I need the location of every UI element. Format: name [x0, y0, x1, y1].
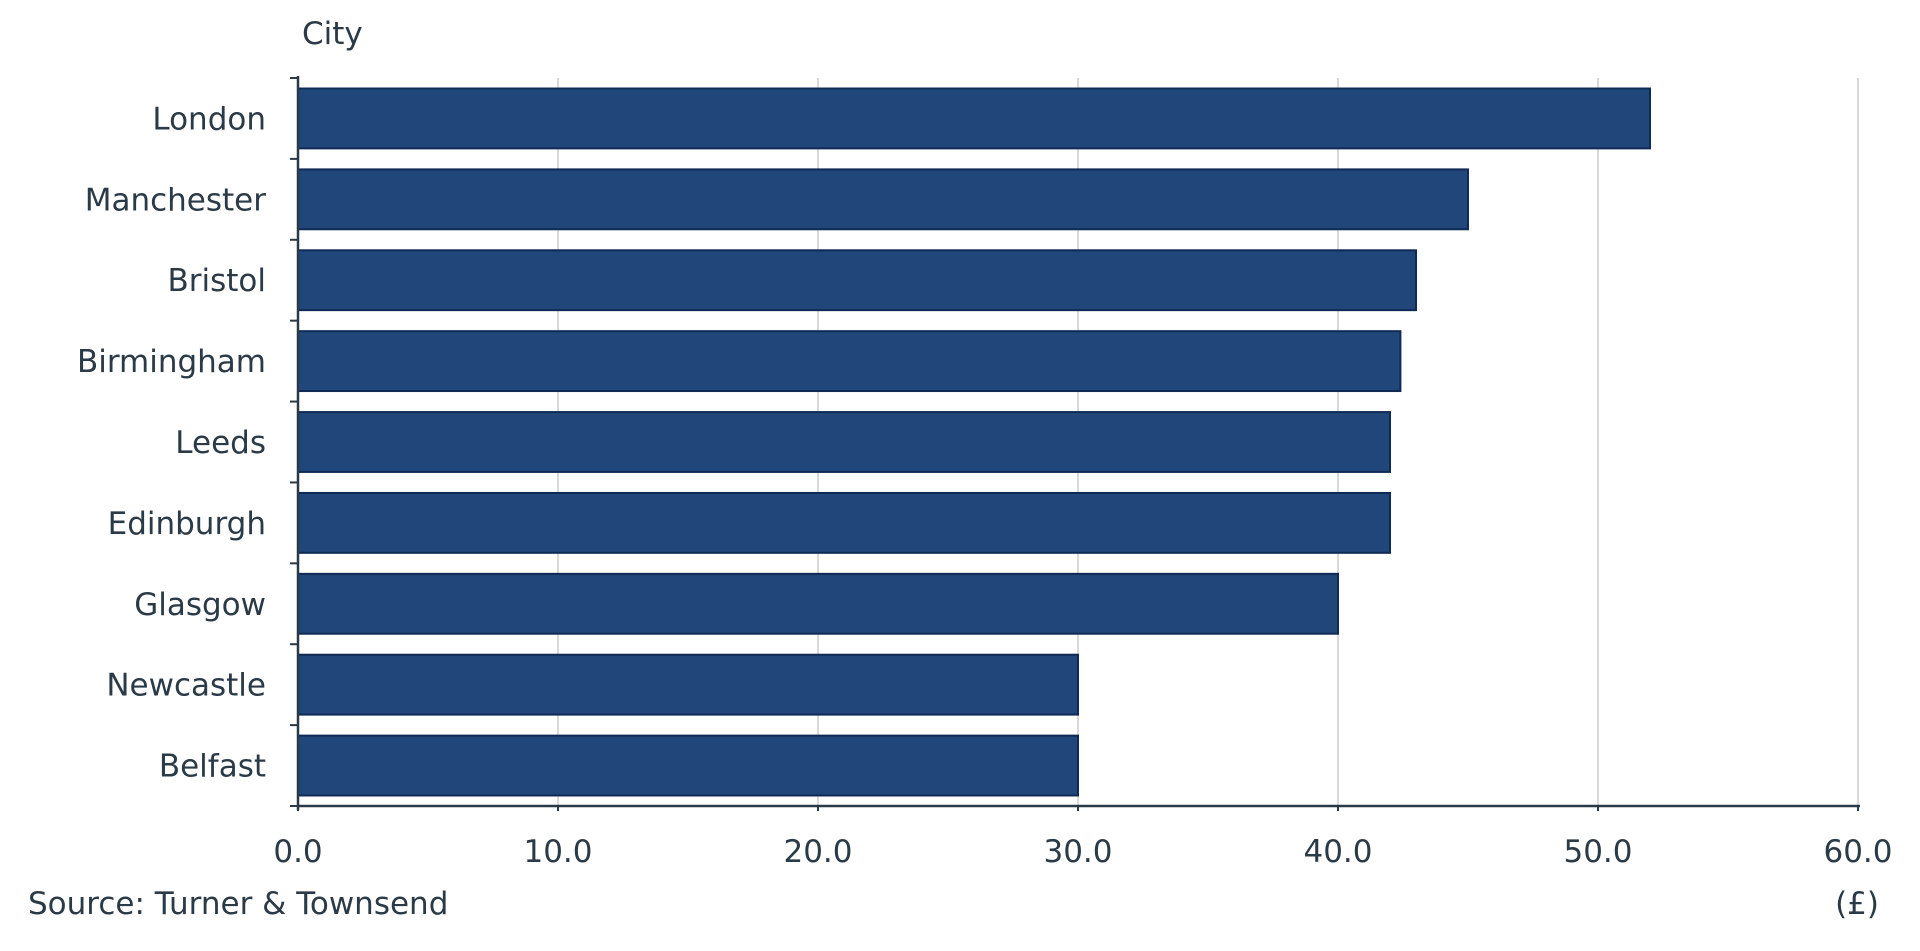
- x-tick-labels: 0.0 10.0 20.0 30.0 40.0 50.0 60.0: [273, 834, 1892, 870]
- category-label: Bristol: [167, 263, 266, 299]
- bar-bristol: [297, 249, 1417, 312]
- bar-glasgow: [297, 572, 1339, 635]
- x-tick-label: 60.0: [1823, 834, 1892, 870]
- bar-newcastle: [297, 653, 1079, 716]
- category-label: Birmingham: [77, 344, 266, 380]
- x-tick-label: 40.0: [1303, 834, 1372, 870]
- bar-manchester: [297, 168, 1469, 231]
- x-axis-unit: (£): [1835, 886, 1879, 922]
- bar-edinburgh: [297, 491, 1391, 554]
- y-axis-title: City: [302, 16, 363, 52]
- category-label: Leeds: [175, 425, 266, 461]
- bar-birmingham: [297, 330, 1402, 393]
- bar-belfast: [297, 734, 1079, 797]
- bar-leeds: [297, 411, 1391, 473]
- x-tick-label: 30.0: [1043, 834, 1112, 870]
- bars: [297, 87, 1651, 797]
- category-label: Newcastle: [106, 668, 266, 704]
- category-label: Belfast: [159, 749, 266, 785]
- x-tick-label: 0.0: [273, 834, 322, 870]
- source-note: Source: Turner & Townsend: [28, 886, 448, 922]
- category-label: Glasgow: [134, 587, 266, 623]
- category-labels: London Manchester Bristol Birmingham Leeds Ed…: [77, 101, 266, 784]
- category-label: Manchester: [85, 182, 267, 218]
- category-label: Edinburgh: [108, 506, 266, 542]
- x-tick-label: 50.0: [1563, 834, 1632, 870]
- axes: [290, 76, 1860, 811]
- category-label: London: [152, 101, 266, 137]
- x-tick-label: 10.0: [523, 834, 592, 870]
- bar-london: [297, 87, 1651, 150]
- x-tick-label: 20.0: [783, 834, 852, 870]
